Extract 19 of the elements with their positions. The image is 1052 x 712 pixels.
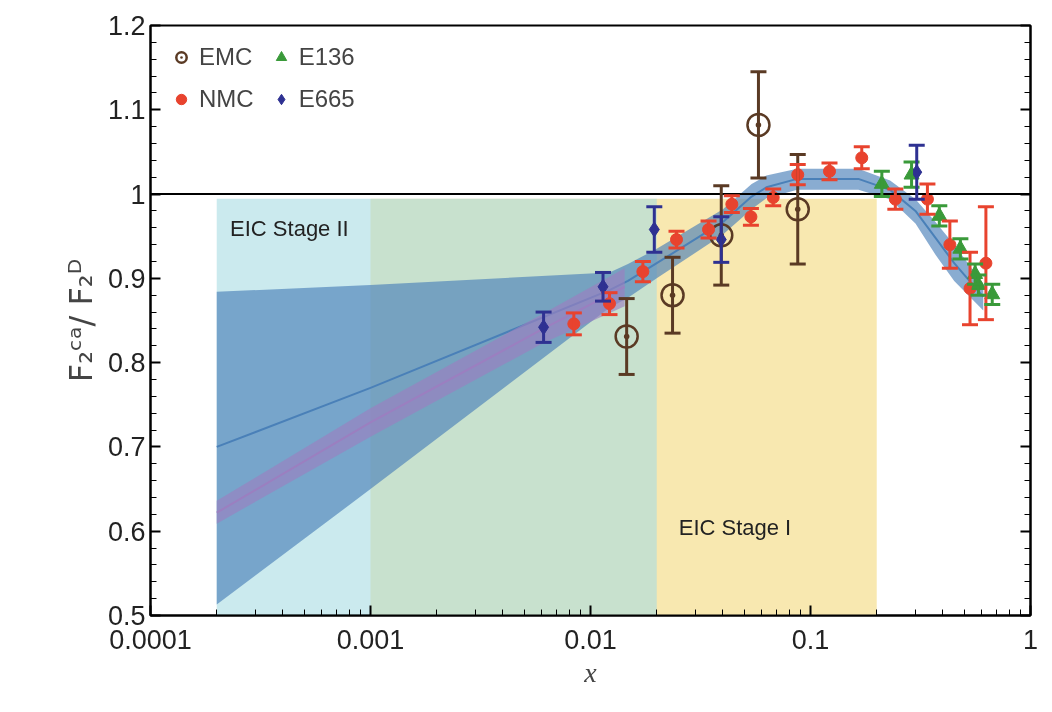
y-tick-label: 1.2 — [107, 11, 146, 41]
y-tick-label: 0.7 — [107, 432, 146, 463]
y-tick-label: 0.8 — [107, 348, 146, 379]
legend-label: E665 — [298, 85, 355, 113]
y-tick-label: 1 — [130, 179, 146, 210]
x-axis-title: x — [583, 656, 598, 688]
band-label: EIC Stage II — [230, 215, 349, 241]
y-tick-label: 1.1 — [107, 95, 146, 126]
x-tick-label: 1 — [1022, 624, 1039, 655]
x-tick-label: 0.1 — [791, 624, 830, 655]
legend-label: E136 — [298, 43, 355, 71]
y-axis-title: F₂ᶜᵃ/ F₂ᴰ — [61, 258, 100, 383]
x-tick-label: 0.001 — [336, 624, 405, 655]
y-tick-label: 0.9 — [107, 263, 146, 294]
legend-label: NMC — [199, 85, 254, 113]
legend-label: EMC — [199, 43, 253, 71]
band-label: EIC Stage I — [678, 514, 792, 540]
y-tick-label: 0.6 — [107, 516, 146, 547]
x-tick-label: 0.01 — [564, 624, 617, 655]
